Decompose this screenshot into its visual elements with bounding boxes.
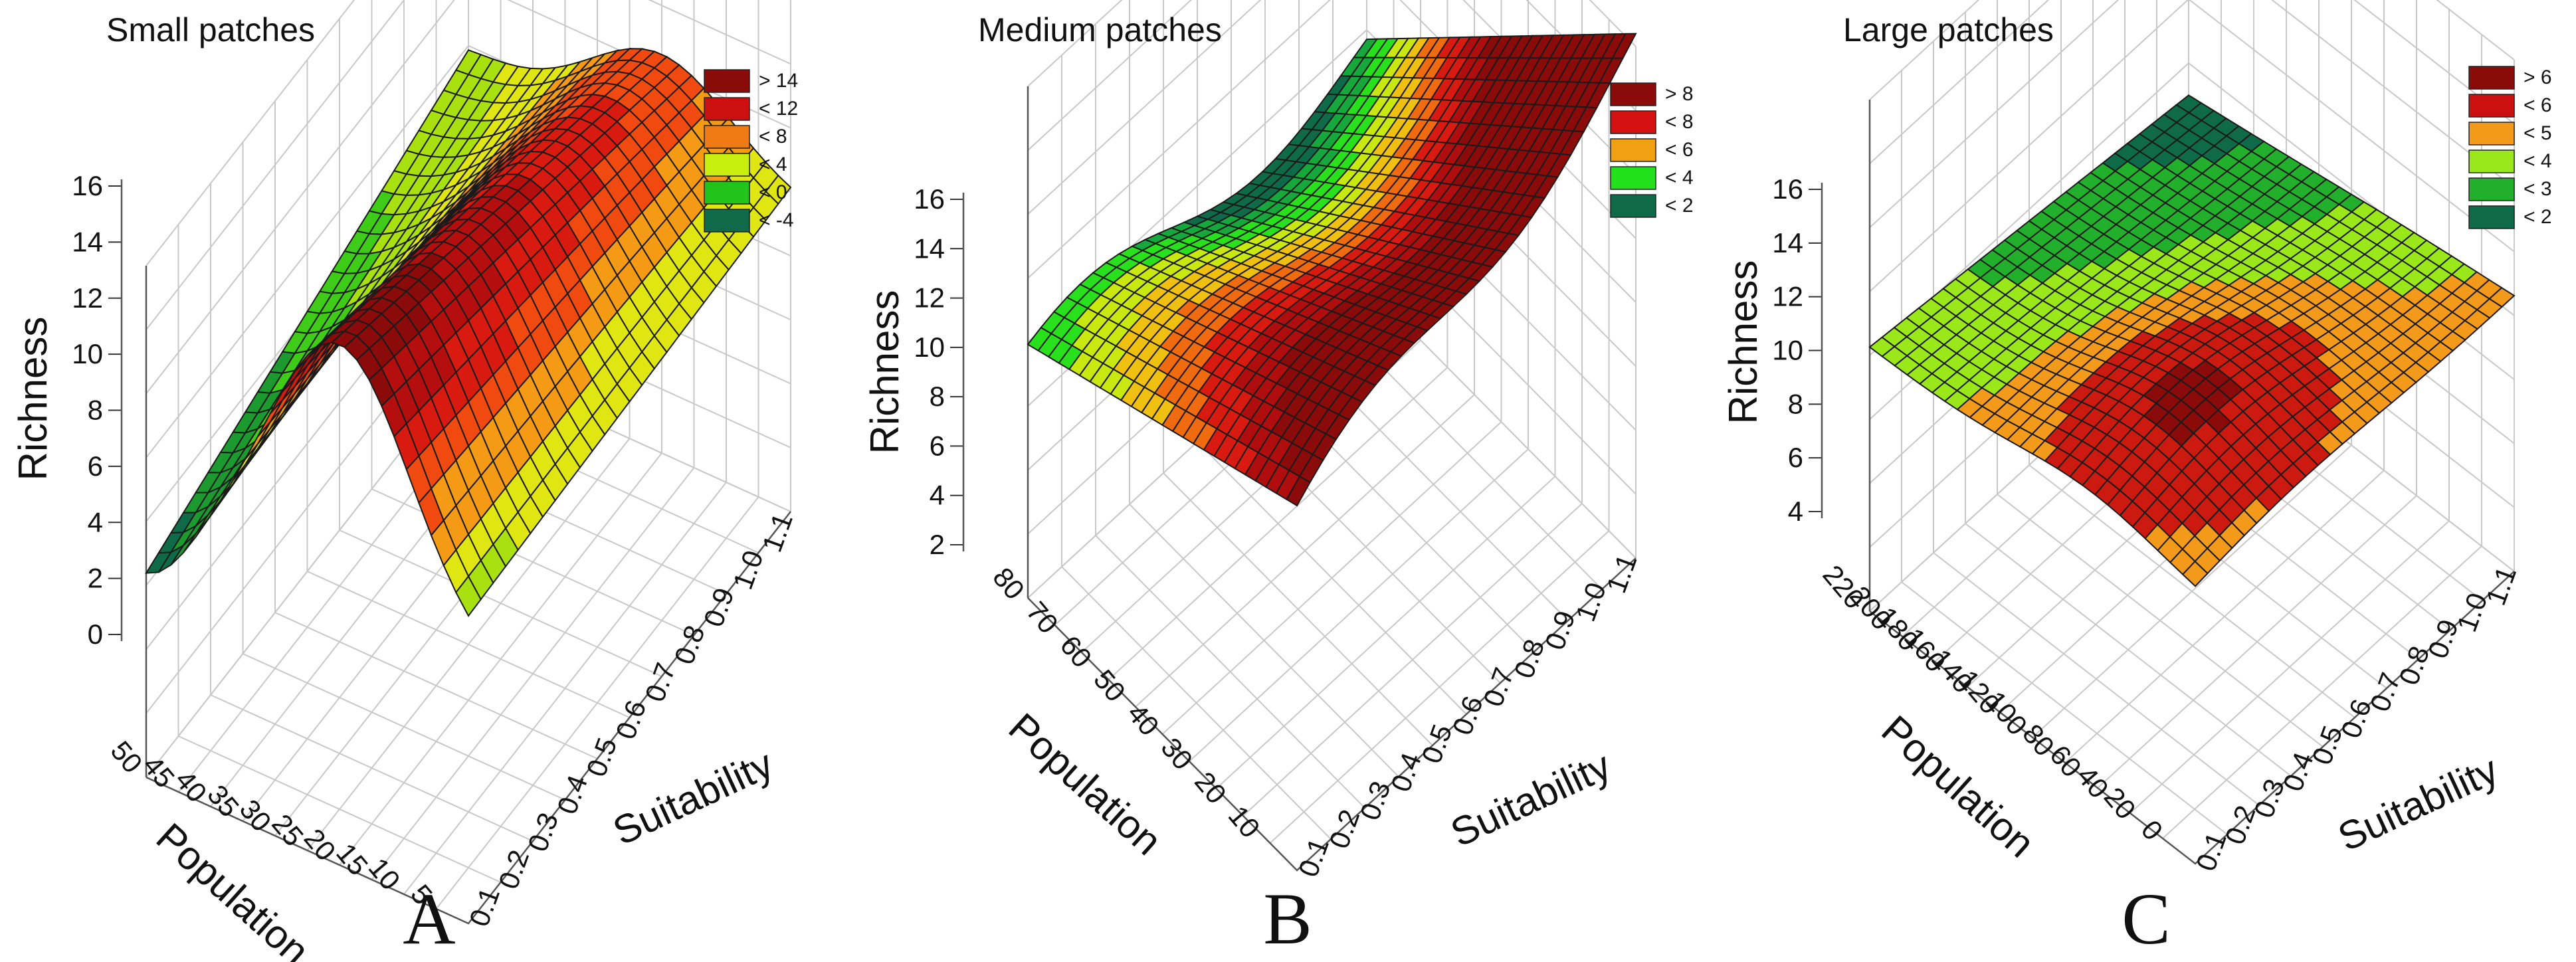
legend-label: < 3 (2524, 178, 2552, 200)
legend-label: < 4 (2524, 150, 2552, 172)
legend-swatch (1610, 110, 1656, 134)
legend-label: < 2 (2524, 206, 2552, 228)
legend-label: < 4 (759, 153, 787, 175)
z-axis-label: Richness (1721, 260, 1765, 425)
z-tick-label: 12 (72, 282, 103, 314)
x-tick-label: 70 (1021, 595, 1064, 639)
z-tick-label: 8 (1788, 388, 1803, 419)
z-tick-label: 14 (1772, 227, 1803, 258)
z-tick-label: 4 (1788, 496, 1803, 527)
z-tick-label: 16 (914, 183, 945, 215)
z-tick-label: 10 (72, 338, 103, 369)
legend-swatch (704, 181, 750, 205)
chart-panel-a: Small patches 16 14 12 10 8 6 4 2 0 Richness 50 45 40… (0, 0, 858, 962)
legend-swatch (704, 153, 750, 177)
z-tick-label: 10 (914, 332, 945, 363)
surface-mesh (145, 47, 792, 617)
surface-cell (455, 575, 482, 617)
z-tick-label: 8 (930, 381, 945, 412)
legend-label: > 8 (1665, 83, 1694, 105)
z-axis-label: Richness (862, 290, 907, 454)
y-axis-label: Suitability (607, 741, 780, 854)
legend-label: > 14 (759, 70, 798, 92)
legend-swatch (2468, 122, 2515, 145)
legend-label: < 2 (1665, 195, 1694, 217)
legend-label: < 12 (759, 98, 798, 120)
x-tick-label: 50 (1088, 664, 1132, 708)
z-tick-label: 4 (930, 480, 945, 511)
legend-swatch (704, 125, 750, 149)
legend-swatch (704, 97, 750, 121)
chart-panel-c: Large patches 16 14 12 10 8 6 4 Richness 220 200 18… (1717, 0, 2575, 962)
legend-swatch (2468, 177, 2515, 201)
legend-label: < 8 (759, 126, 787, 147)
surface-cell (1286, 475, 1311, 507)
z-tick-label: 10 (1772, 335, 1803, 366)
z-tick-label: 2 (930, 529, 945, 560)
legend-swatch (704, 69, 750, 93)
surface-chart-b: Medium patches 16 14 12 10 8 6 4 2 Richness 807060… (862, 0, 1694, 959)
z-tick-label: 6 (930, 430, 945, 461)
legend-label: < 4 (1665, 167, 1694, 189)
legend-swatch (2468, 205, 2515, 229)
z-tick-label: 16 (72, 170, 103, 201)
surface-chart-c: Large patches16141210864Richness22020018… (1721, 0, 2552, 959)
surface-mesh (1868, 94, 2516, 587)
x-tick-label: 10 (1223, 800, 1266, 844)
z-tick-label: 2 (88, 563, 103, 594)
x-tick-label: 80 (987, 561, 1031, 605)
chart-panel-b: Medium patches 16 14 12 10 8 6 4 2 Richness 80 70 60… (858, 0, 1717, 962)
panel-label: C (2122, 878, 2170, 959)
panel-label: A (403, 878, 455, 959)
legend: > 14 < 12 < 8 < 4 < 0 < -4 (704, 69, 798, 233)
legend-swatch (1610, 138, 1656, 162)
legend-label: < 6 (1665, 139, 1694, 161)
legend-label: < 5 (2524, 122, 2552, 144)
legend-swatch (1610, 194, 1656, 218)
chart-title: Large patches (1843, 11, 2054, 48)
z-tick-label: 8 (88, 395, 103, 426)
legend-label: < 6 (2524, 94, 2552, 116)
legend: > 6 < 6 < 5 < 4 < 3 < 2 (2468, 66, 2552, 229)
surface-cell (2181, 560, 2209, 587)
surface-chart-a: Small patches1614121086420Richness504540… (11, 0, 799, 962)
legend-label: < 8 (1665, 111, 1694, 133)
z-tick-label: 12 (1772, 281, 1803, 312)
surface-mesh (1027, 33, 1637, 507)
y-axis-label: Suitability (1444, 743, 1617, 855)
z-tick-label: 6 (1788, 442, 1803, 473)
x-tick-label: 60 (1054, 630, 1098, 674)
z-tick-label: 0 (88, 619, 103, 650)
y-axis-label: Suitability (2331, 747, 2505, 860)
z-tick-label: 4 (88, 506, 103, 537)
legend-label: < -4 (759, 209, 794, 231)
chart-title: Small patches (106, 11, 315, 48)
legend-swatch (704, 209, 750, 233)
x-tick-label: 0 (2135, 815, 2169, 846)
legend-swatch (2468, 66, 2515, 90)
z-tick-label: 14 (914, 233, 945, 264)
x-tick-label: 20 (1189, 766, 1233, 810)
legend-swatch (1610, 166, 1656, 190)
x-tick-label: 40 (1122, 698, 1165, 741)
z-tick-label: 14 (72, 226, 103, 257)
legend-swatch (1610, 82, 1656, 106)
z-tick-label: 12 (914, 282, 945, 314)
legend: > 8 < 8 < 6 < 4 < 2 (1610, 82, 1694, 218)
x-tick-label: 30 (1155, 731, 1199, 775)
chart-title: Medium patches (978, 11, 1222, 48)
legend-swatch (2468, 149, 2515, 173)
z-tick-label: 16 (1772, 173, 1803, 205)
legend-label: < 0 (759, 181, 787, 203)
panel-label: B (1263, 878, 1312, 959)
legend-label: > 6 (2524, 66, 2552, 88)
z-tick-label: 6 (88, 450, 103, 482)
z-axis-label: Richness (11, 317, 55, 481)
legend-swatch (2468, 94, 2515, 118)
